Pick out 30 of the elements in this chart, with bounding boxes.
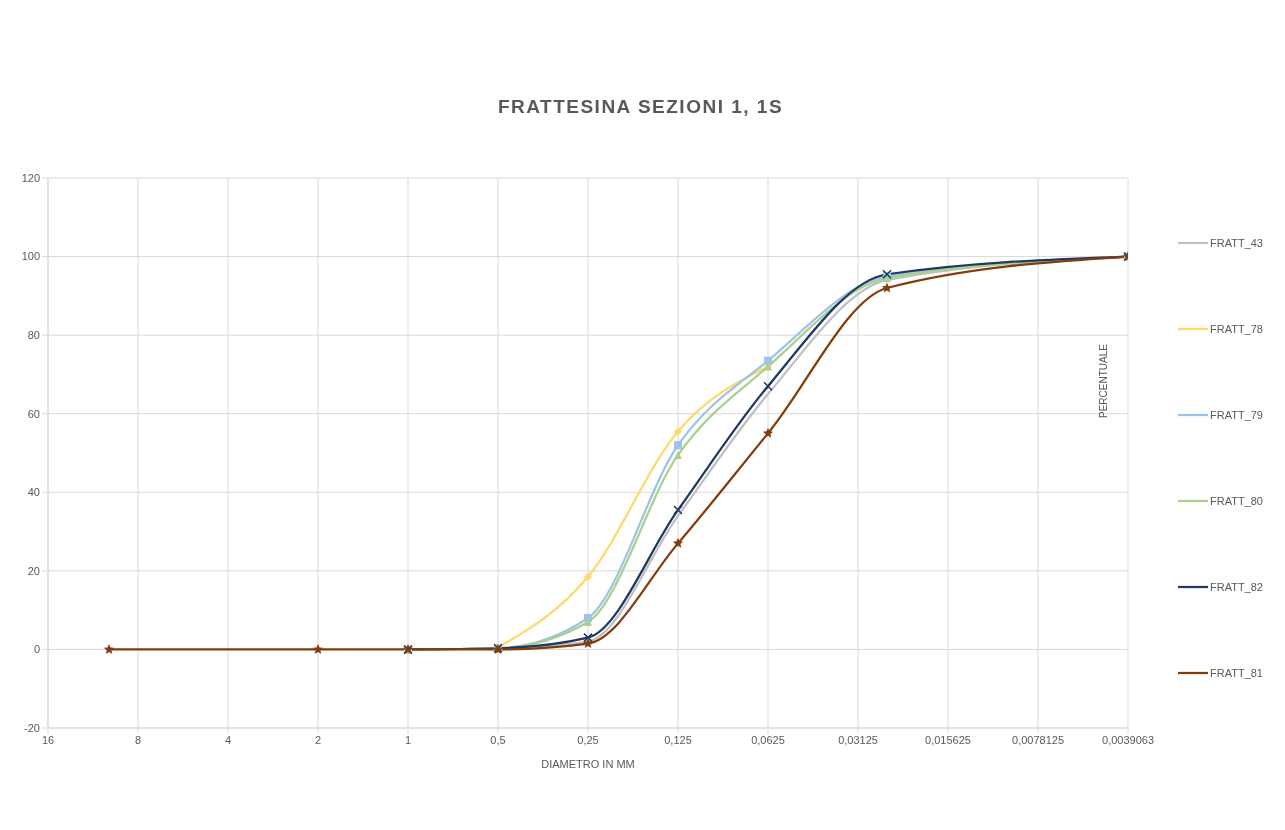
x-tick-label: 0,25 <box>577 733 599 746</box>
y-tick-label: -20 <box>24 721 40 734</box>
x-axis-title: DIAMETRO IN MM <box>541 758 635 770</box>
x-tick-label: 0,0625 <box>751 733 785 746</box>
y-tick-label: 100 <box>21 250 40 263</box>
y-tick-label: 60 <box>27 407 40 420</box>
y-tick-label: 0 <box>33 643 40 656</box>
x-tick-label: 0,0039063 <box>1102 733 1155 746</box>
x-tick-label: 16 <box>41 733 55 746</box>
legend-label: FRATT_78 <box>1210 323 1263 335</box>
y-tick-label: 80 <box>27 329 40 342</box>
y-tick-label: 120 <box>21 171 40 184</box>
x-tick-label: 0,015625 <box>925 733 971 746</box>
y-tick-label: 20 <box>27 564 40 577</box>
legend-label: FRATT_79 <box>1210 409 1263 421</box>
legend-label: FRATT_43 <box>1210 237 1263 249</box>
chart-title: FRATTESINA SEZIONI 1, 1S <box>496 95 785 119</box>
x-tick-label: 8 <box>134 733 142 746</box>
legend-label: FRATT_82 <box>1210 581 1263 593</box>
x-tick-label: 0,125 <box>664 733 692 746</box>
legend-label: FRATT_80 <box>1210 495 1263 507</box>
y-axis-title: PERCENTUALE <box>1098 344 1109 418</box>
x-tick-label: 2 <box>314 733 322 746</box>
x-tick-label: 4 <box>224 733 232 746</box>
legend-label: FRATT_81 <box>1210 667 1263 679</box>
x-tick-label: 0,03125 <box>838 733 878 746</box>
x-tick-label: 1 <box>404 733 412 746</box>
x-tick-label: 0,0078125 <box>1012 733 1065 746</box>
x-tick-label: 0,5 <box>490 733 506 746</box>
y-tick-label: 40 <box>27 486 40 499</box>
